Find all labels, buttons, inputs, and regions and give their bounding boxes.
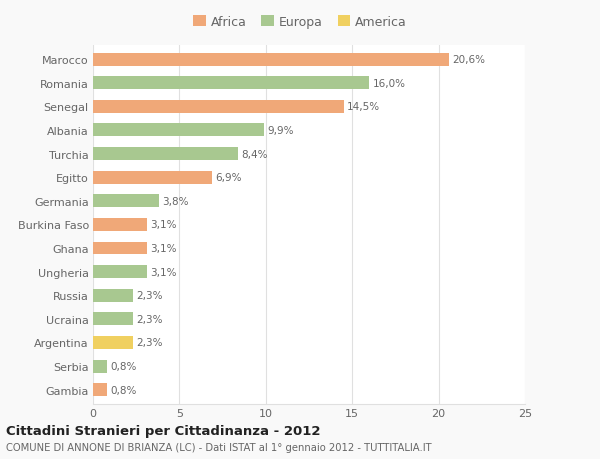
Bar <box>93 171 212 184</box>
Bar <box>93 266 146 279</box>
Bar <box>93 289 133 302</box>
Text: 3,1%: 3,1% <box>150 220 176 230</box>
Text: 9,9%: 9,9% <box>268 126 294 136</box>
Text: 2,3%: 2,3% <box>136 291 163 301</box>
Bar <box>93 77 370 90</box>
Text: 20,6%: 20,6% <box>452 55 485 65</box>
Bar <box>93 242 146 255</box>
Bar <box>93 360 107 373</box>
Text: 8,4%: 8,4% <box>242 149 268 159</box>
Bar <box>93 148 238 161</box>
Text: COMUNE DI ANNONE DI BRIANZA (LC) - Dati ISTAT al 1° gennaio 2012 - TUTTITALIA.IT: COMUNE DI ANNONE DI BRIANZA (LC) - Dati … <box>6 442 431 452</box>
Bar <box>93 195 158 208</box>
Text: 0,8%: 0,8% <box>110 385 137 395</box>
Legend: Africa, Europa, America: Africa, Europa, America <box>188 11 412 34</box>
Bar <box>93 124 264 137</box>
Bar <box>93 101 344 114</box>
Bar <box>93 313 133 325</box>
Bar <box>93 218 146 231</box>
Text: 3,8%: 3,8% <box>162 196 188 207</box>
Text: 2,3%: 2,3% <box>136 338 163 347</box>
Text: 2,3%: 2,3% <box>136 314 163 324</box>
Bar <box>93 336 133 349</box>
Bar <box>93 54 449 67</box>
Text: 6,9%: 6,9% <box>215 173 242 183</box>
Text: 3,1%: 3,1% <box>150 267 176 277</box>
Text: 0,8%: 0,8% <box>110 361 137 371</box>
Text: Cittadini Stranieri per Cittadinanza - 2012: Cittadini Stranieri per Cittadinanza - 2… <box>6 425 320 437</box>
Bar <box>93 383 107 396</box>
Text: 16,0%: 16,0% <box>373 78 406 89</box>
Text: 3,1%: 3,1% <box>150 243 176 253</box>
Text: 14,5%: 14,5% <box>347 102 380 112</box>
